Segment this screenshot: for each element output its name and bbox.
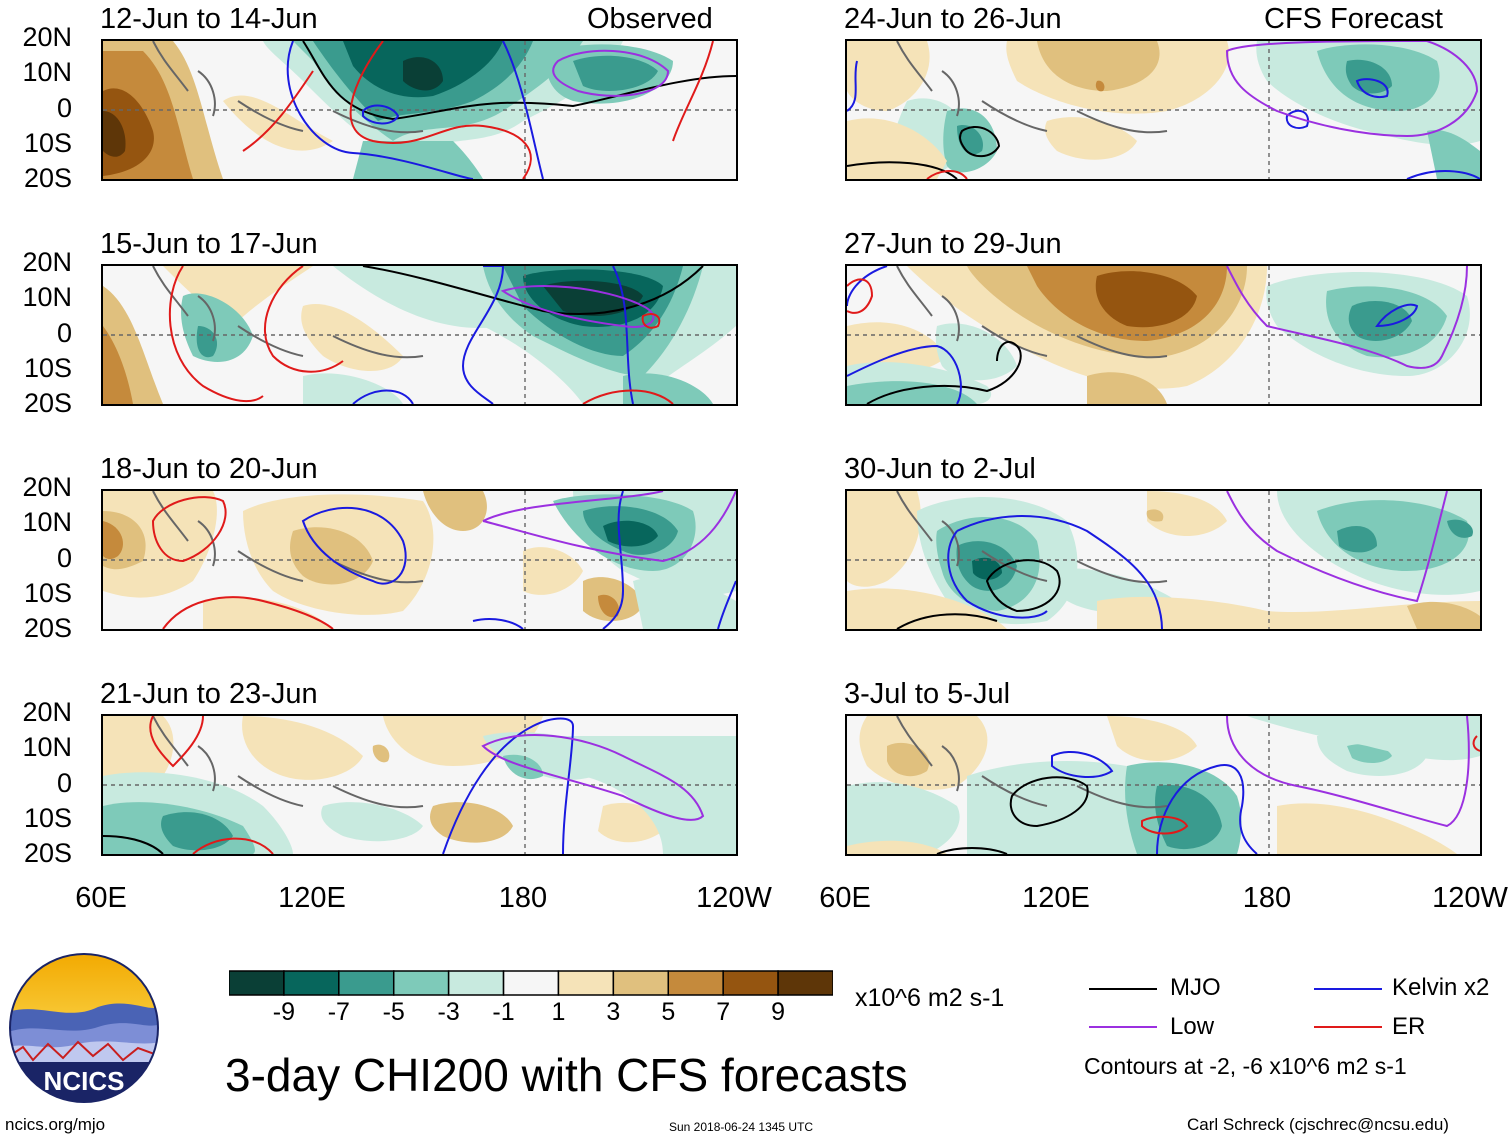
panel-title: 12-Jun to 14-Jun [100, 3, 318, 35]
panel-title: 30-Jun to 2-Jul [844, 453, 1036, 485]
lat-label: 20N [22, 472, 72, 502]
map-graphic [847, 491, 1480, 629]
legend-label-er: ER [1392, 1013, 1426, 1040]
forecast-label: CFS Forecast [1264, 3, 1443, 35]
observed-label: Observed [587, 3, 713, 35]
map-panel-observed-4 [101, 714, 738, 856]
logo-text: NCICS [44, 1066, 125, 1096]
panel-title: 15-Jun to 17-Jun [100, 228, 318, 260]
map-graphic [847, 716, 1480, 854]
panel-title: 24-Jun to 26-Jun [844, 3, 1062, 35]
map-graphic [847, 41, 1480, 179]
map-graphic [847, 266, 1480, 404]
colorbar-tick-label: -3 [437, 998, 460, 1026]
colorbar-swatch [338, 970, 395, 996]
map-panel-observed-3 [101, 489, 738, 631]
lon-label: 60E [75, 882, 127, 914]
colorbar-swatches [228, 970, 834, 996]
colorbar-swatch [502, 970, 560, 996]
lat-label: 10S [23, 803, 72, 833]
map-panel-forecast-4 [845, 714, 1482, 856]
lat-label: 10N [22, 507, 72, 537]
panel-title: 21-Jun to 23-Jun [100, 678, 318, 710]
lat-label: 0 [56, 768, 72, 798]
colorbar-tick-label: 5 [661, 998, 676, 1026]
ncics-logo: NCICS [8, 952, 160, 1109]
lat-label: 20N [22, 22, 72, 52]
colorbar-tick-label: 7 [716, 998, 731, 1026]
panel-title: 27-Jun to 29-Jun [844, 228, 1062, 260]
page-title: 3-day CHI200 with CFS forecasts [225, 1049, 908, 1101]
colorbar-units: x10^6 m2 s-1 [855, 984, 1005, 1012]
colorbar-tick-label: 9 [771, 998, 786, 1026]
lon-label: 120E [278, 882, 346, 914]
lon-label: 120W [1432, 882, 1508, 914]
map-graphic [103, 41, 736, 179]
map-graphic [103, 266, 736, 404]
lat-label: 10S [23, 128, 72, 158]
lon-label: 120W [696, 882, 772, 914]
legend-label-mjo: MJO [1170, 974, 1221, 1001]
footer-credit: Carl Schreck (cjschrec@ncsu.edu) [1187, 1115, 1449, 1134]
lat-label: 10N [22, 57, 72, 87]
legend-label-kelvin: Kelvin x2 [1392, 974, 1490, 1001]
map-graphic [103, 716, 736, 854]
footer-url: ncics.org/mjo [5, 1115, 106, 1134]
legend-swatch-low [1089, 1026, 1157, 1028]
colorbar-tick-label: -9 [272, 998, 296, 1026]
lon-label: 60E [819, 882, 871, 914]
colorbar-tick-label: -7 [327, 998, 350, 1026]
map-graphic [103, 491, 736, 629]
colorbar-swatch [722, 970, 779, 996]
colorbar-swatch [612, 970, 670, 996]
colorbar-tick-label: -1 [492, 998, 515, 1026]
colorbar-swatch [557, 970, 615, 996]
footer-timestamp: Sun 2018-06-24 1345 UTC [669, 1120, 814, 1134]
map-panel-forecast-3 [845, 489, 1482, 631]
lat-label: 0 [56, 543, 72, 573]
lat-label: 0 [56, 93, 72, 123]
colorbar-swatch [667, 970, 724, 996]
panel-title: 3-Jul to 5-Jul [844, 678, 1011, 710]
lat-label: 20S [23, 613, 72, 643]
legend-swatch-mjo [1089, 988, 1157, 990]
lat-label: 10S [23, 578, 72, 608]
legend-swatch-er [1314, 1026, 1382, 1028]
lat-label: 20S [23, 388, 72, 418]
lat-label: 20S [23, 838, 72, 868]
lat-label: 20S [23, 163, 72, 193]
lat-label: 10N [22, 732, 72, 762]
colorbar [228, 970, 834, 1001]
map-panel-forecast-1 [845, 39, 1482, 181]
colorbar-swatch [447, 970, 505, 996]
contours-note: Contours at -2, -6 x10^6 m2 s-1 [1084, 1053, 1407, 1079]
map-panel-forecast-2 [845, 264, 1482, 406]
map-panel-observed-2 [101, 264, 738, 406]
colorbar-tick-label: 3 [606, 998, 621, 1026]
colorbar-tick-label: -5 [382, 998, 405, 1026]
colorbar-swatch [777, 970, 834, 996]
ncics-logo-graphic: NCICS [9, 953, 159, 1103]
map-panel-observed-1 [101, 39, 738, 181]
lat-label: 10N [22, 282, 72, 312]
colorbar-tick-label: 1 [551, 998, 566, 1026]
lat-label: 20N [22, 247, 72, 277]
legend-label-low: Low [1170, 1013, 1215, 1040]
lat-label: 10S [23, 353, 72, 383]
lon-label: 120E [1022, 882, 1090, 914]
legend-swatch-kelvin [1314, 988, 1382, 990]
colorbar-swatch [392, 970, 450, 996]
colorbar-swatch [283, 970, 340, 996]
colorbar-swatch [228, 970, 285, 996]
lat-label: 20N [22, 697, 72, 727]
lon-label: 180 [498, 882, 548, 914]
lon-label: 180 [1242, 882, 1292, 914]
lat-label: 0 [56, 318, 72, 348]
panel-title: 18-Jun to 20-Jun [100, 453, 318, 485]
